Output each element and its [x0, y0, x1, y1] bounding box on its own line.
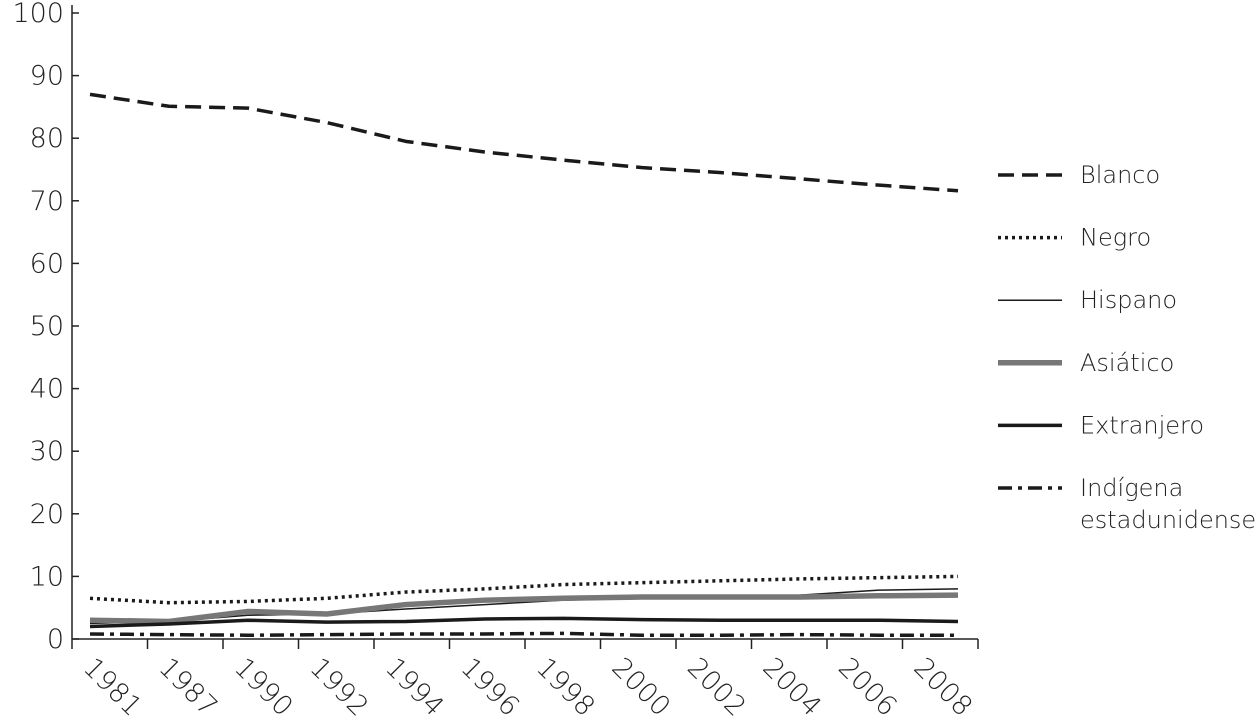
x-tick-label: 1996: [455, 652, 526, 723]
series-line: [89, 574, 959, 605]
y-tick-label: 70: [30, 186, 64, 217]
x-tick-label: 1992: [304, 652, 375, 723]
legend-label: Extranjero: [1080, 411, 1204, 439]
y-tick-label: 60: [30, 248, 64, 279]
x-tick-label: 2008: [908, 652, 979, 723]
y-tick-label: 20: [30, 499, 64, 530]
legend-label: Hispano: [1080, 286, 1177, 314]
y-tick-label: 100: [12, 0, 64, 29]
x-tick-label: 2000: [606, 652, 677, 723]
y-tick-label: 90: [30, 61, 64, 92]
x-tick-label: 2004: [757, 652, 828, 723]
series-line: [89, 616, 959, 629]
legend-label: Indígena estadunidense: [1080, 474, 1256, 534]
x-tick-label: 1998: [530, 652, 601, 723]
y-tick-label: 80: [30, 123, 64, 154]
legend-label: Negro: [1080, 224, 1151, 252]
y-tick-label: 10: [30, 561, 64, 592]
x-tick-label: 2002: [681, 652, 752, 723]
legend-label: Asiático: [1080, 349, 1174, 377]
legend-label: Blanco: [1080, 161, 1160, 189]
series-line: [89, 592, 959, 625]
x-tick-label: 1994: [379, 652, 450, 723]
y-tick-label: 40: [30, 374, 64, 405]
y-tick-label: 50: [30, 311, 64, 342]
y-tick-label: 0: [47, 624, 64, 655]
x-tick-label: 2006: [832, 652, 903, 723]
series-line: [89, 92, 959, 193]
x-tick-label: 1990: [228, 652, 299, 723]
y-tick-label: 30: [30, 436, 64, 467]
x-tick-label: 1981: [77, 652, 148, 723]
series-line: [89, 631, 958, 637]
x-tick-label: 1987: [153, 652, 224, 723]
